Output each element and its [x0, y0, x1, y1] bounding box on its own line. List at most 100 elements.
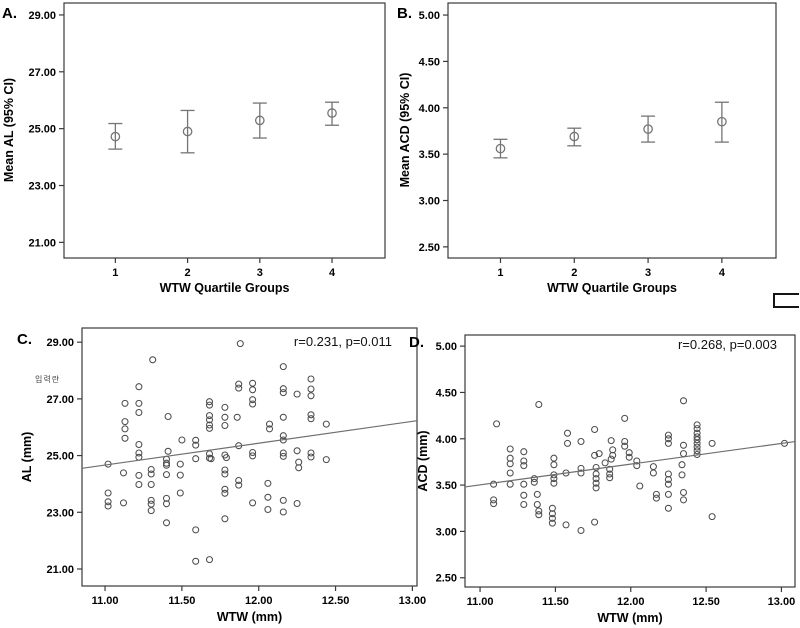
data-point	[235, 380, 243, 388]
plot-frame	[63, 2, 386, 259]
y-tick-label: 4.00	[419, 103, 440, 115]
data-point	[595, 450, 603, 458]
data-point	[678, 461, 686, 469]
data-point	[625, 449, 633, 457]
data-point	[678, 471, 686, 479]
data-point	[535, 507, 543, 515]
data-point	[235, 476, 243, 485]
x-tick-label: 2	[571, 267, 577, 279]
data-point	[192, 441, 200, 449]
x-tick-label: 11.00	[467, 596, 494, 608]
data-point	[121, 434, 129, 442]
data-point	[121, 399, 129, 407]
mean-marker	[643, 124, 653, 134]
panel-b-x-axis-title: WTW Quartile Groups	[547, 281, 677, 295]
mean-marker	[182, 126, 193, 137]
data-point	[307, 453, 315, 461]
data-point	[222, 454, 230, 462]
x-tick-label: 3	[645, 267, 651, 279]
y-tick-label: 3.00	[419, 196, 440, 208]
open-bracket-glyph	[773, 293, 799, 308]
data-point	[279, 508, 287, 516]
x-tick-label: 1	[112, 267, 118, 279]
data-point	[636, 482, 644, 490]
data-point	[279, 363, 287, 371]
data-point	[577, 469, 585, 477]
data-point	[121, 418, 129, 426]
data-point	[221, 470, 229, 478]
panel-b-y-axis-title: Mean ACD (95% CI)	[398, 72, 412, 188]
data-point	[221, 403, 229, 411]
data-point	[592, 470, 600, 478]
data-point	[693, 447, 701, 455]
data-point	[162, 459, 171, 467]
y-tick-label: 29.00	[28, 10, 56, 22]
data-point	[178, 436, 186, 444]
error-bar-group-2	[180, 109, 195, 154]
data-point	[293, 447, 301, 455]
data-point	[563, 429, 572, 437]
panel-d-y-axis-title: ACD (mm)	[416, 430, 430, 492]
plot-frame	[447, 2, 777, 259]
x-tick-label: 4	[719, 267, 726, 279]
data-point	[135, 449, 143, 457]
x-tick-label: 4	[329, 267, 336, 279]
data-point	[135, 471, 143, 479]
data-point	[192, 436, 200, 444]
data-point	[221, 466, 229, 474]
panel-d-correlation-annotation: r=0.268, p=0.003	[677, 337, 777, 352]
data-point	[104, 502, 112, 510]
data-point	[221, 485, 229, 493]
data-point	[592, 479, 600, 487]
data-point	[533, 490, 541, 498]
data-point	[307, 449, 315, 457]
data-point	[664, 504, 672, 512]
data-point	[530, 475, 538, 483]
data-point	[205, 424, 214, 432]
data-point	[679, 488, 688, 497]
data-point	[490, 500, 498, 508]
plot-frame	[464, 334, 796, 588]
data-point	[633, 457, 641, 465]
data-point	[493, 420, 501, 428]
data-point	[295, 464, 303, 472]
error-bar-group-4	[714, 101, 729, 143]
data-point	[119, 469, 128, 477]
data-point	[606, 465, 614, 473]
data-point	[708, 513, 716, 521]
data-point	[264, 479, 272, 487]
y-tick-label: 27.00	[28, 67, 56, 79]
data-point	[279, 385, 287, 393]
data-point	[550, 475, 558, 483]
data-point	[279, 413, 287, 421]
data-point	[149, 356, 157, 364]
y-tick-label: 3.00	[436, 526, 457, 538]
data-point	[135, 383, 143, 391]
data-point	[147, 496, 155, 504]
x-tick-label: 12.00	[617, 596, 645, 608]
x-tick-label: 12.50	[322, 595, 350, 607]
data-point	[693, 425, 701, 433]
data-point	[693, 436, 701, 444]
mean-marker	[327, 108, 337, 118]
data-point	[295, 458, 303, 466]
data-point	[633, 462, 641, 470]
error-bar-group-3	[641, 115, 656, 143]
data-point	[591, 518, 599, 526]
data-point	[147, 480, 155, 489]
data-point	[621, 437, 629, 446]
y-tick-label: 23.00	[28, 181, 56, 193]
data-point	[265, 425, 274, 433]
plot-frame	[81, 327, 418, 587]
data-point	[205, 398, 214, 406]
data-point	[520, 491, 528, 499]
data-point	[205, 556, 214, 564]
x-tick-label: 11.50	[168, 595, 195, 607]
y-tick-label: 4.50	[436, 387, 457, 399]
data-point	[520, 500, 528, 509]
data-point	[649, 469, 657, 477]
panel-d-x-axis-title: WTW (mm)	[597, 611, 663, 625]
data-point	[664, 490, 672, 498]
error-bar-group-4	[325, 101, 340, 126]
